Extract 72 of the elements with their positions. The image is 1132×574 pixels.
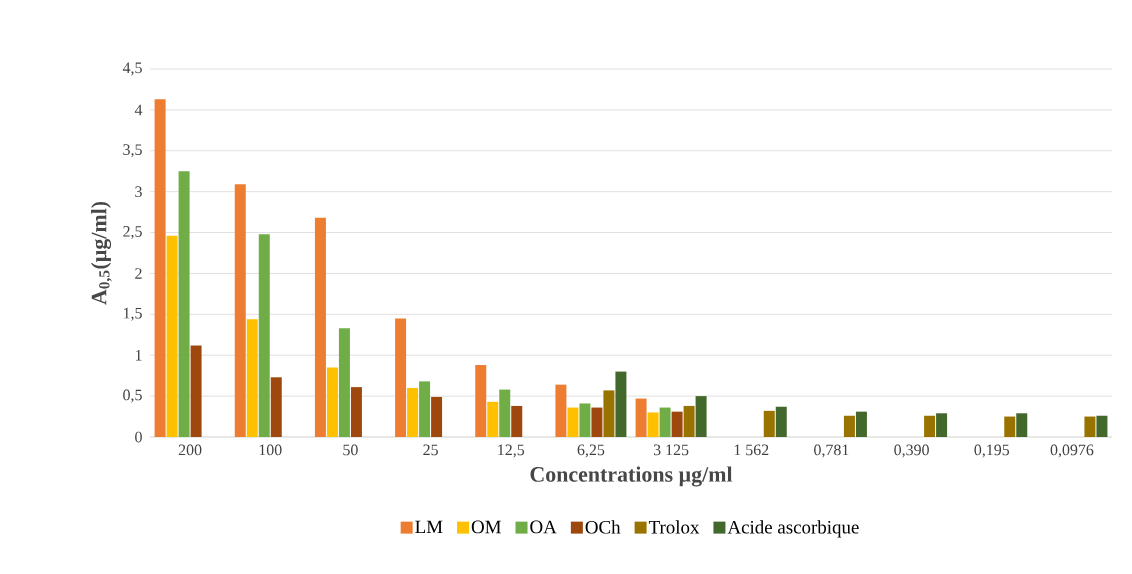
bar <box>555 384 567 437</box>
legend-label: Trolox <box>648 520 700 534</box>
legend-label: Acide ascorbique <box>727 520 859 538</box>
bar <box>671 411 683 437</box>
y-axis-title: A$_{0,5}$(µg/ml) <box>91 201 112 305</box>
bar <box>407 387 419 437</box>
bar <box>338 328 350 437</box>
bar <box>603 390 615 437</box>
bar <box>258 234 270 437</box>
legend-label: LM <box>415 520 443 534</box>
bar <box>1004 416 1016 437</box>
y-tick-label: 3 <box>135 186 142 198</box>
y-tick-label: 1 <box>135 349 142 361</box>
bar <box>615 371 627 437</box>
x-tick-label: 25 <box>423 444 438 456</box>
bar <box>350 387 362 437</box>
bar <box>635 398 647 437</box>
y-tick-label: 3,5 <box>123 144 142 158</box>
x-tick-label: 3 125 <box>653 444 689 456</box>
bar <box>763 410 775 437</box>
bar <box>567 407 579 437</box>
bar <box>659 407 671 437</box>
bar <box>190 345 202 437</box>
bar <box>431 396 443 437</box>
bar <box>647 412 659 437</box>
bar <box>314 217 326 437</box>
bar <box>843 415 855 437</box>
x-tick-label: 0,781 <box>814 444 849 458</box>
bar <box>475 365 487 437</box>
bar <box>591 407 603 437</box>
bar <box>487 401 499 437</box>
bar <box>511 405 523 437</box>
x-tick-label: 50 <box>343 444 358 456</box>
y-tick-label: 0 <box>135 431 142 443</box>
x-tick-label: 12,5 <box>498 444 525 458</box>
bar <box>936 413 948 437</box>
legend-label: OCh <box>585 520 621 534</box>
bar <box>270 377 282 437</box>
y-tick-label: 2,5 <box>123 226 142 240</box>
bar <box>419 381 431 437</box>
bar <box>924 415 936 437</box>
bar <box>683 405 695 437</box>
x-axis-title: Concentrations µg/ml <box>530 466 733 487</box>
bar <box>234 184 246 437</box>
bar <box>1016 413 1028 437</box>
y-tick-label: 2 <box>135 268 142 279</box>
bar <box>246 319 258 437</box>
x-tick-label: 100 <box>259 444 282 456</box>
y-tick-label: 1,5 <box>123 307 142 321</box>
x-tick-label: 6,25 <box>577 444 605 458</box>
bar <box>326 367 338 437</box>
bar <box>395 318 407 437</box>
x-tick-label: 0,0976 <box>1050 444 1094 458</box>
legend-label: OA <box>530 520 557 534</box>
x-tick-label: 200 <box>178 444 202 456</box>
bar <box>855 411 867 437</box>
bar <box>178 171 190 437</box>
bar <box>1084 416 1096 437</box>
bar <box>154 99 166 437</box>
y-tick-label: 4 <box>134 104 143 116</box>
x-tick-label: 0,390 <box>894 444 929 458</box>
bar <box>166 235 178 437</box>
y-tick-label: 0,5 <box>123 389 142 403</box>
x-tick-label: 0,195 <box>974 444 1010 458</box>
bar <box>579 403 591 437</box>
bar <box>499 389 511 437</box>
bar <box>775 406 787 437</box>
bar <box>695 396 707 437</box>
bar <box>1096 415 1108 437</box>
legend-label: OM <box>471 520 501 534</box>
y-tick-label: 4,5 <box>122 62 142 76</box>
x-tick-label: 1 562 <box>734 444 769 456</box>
